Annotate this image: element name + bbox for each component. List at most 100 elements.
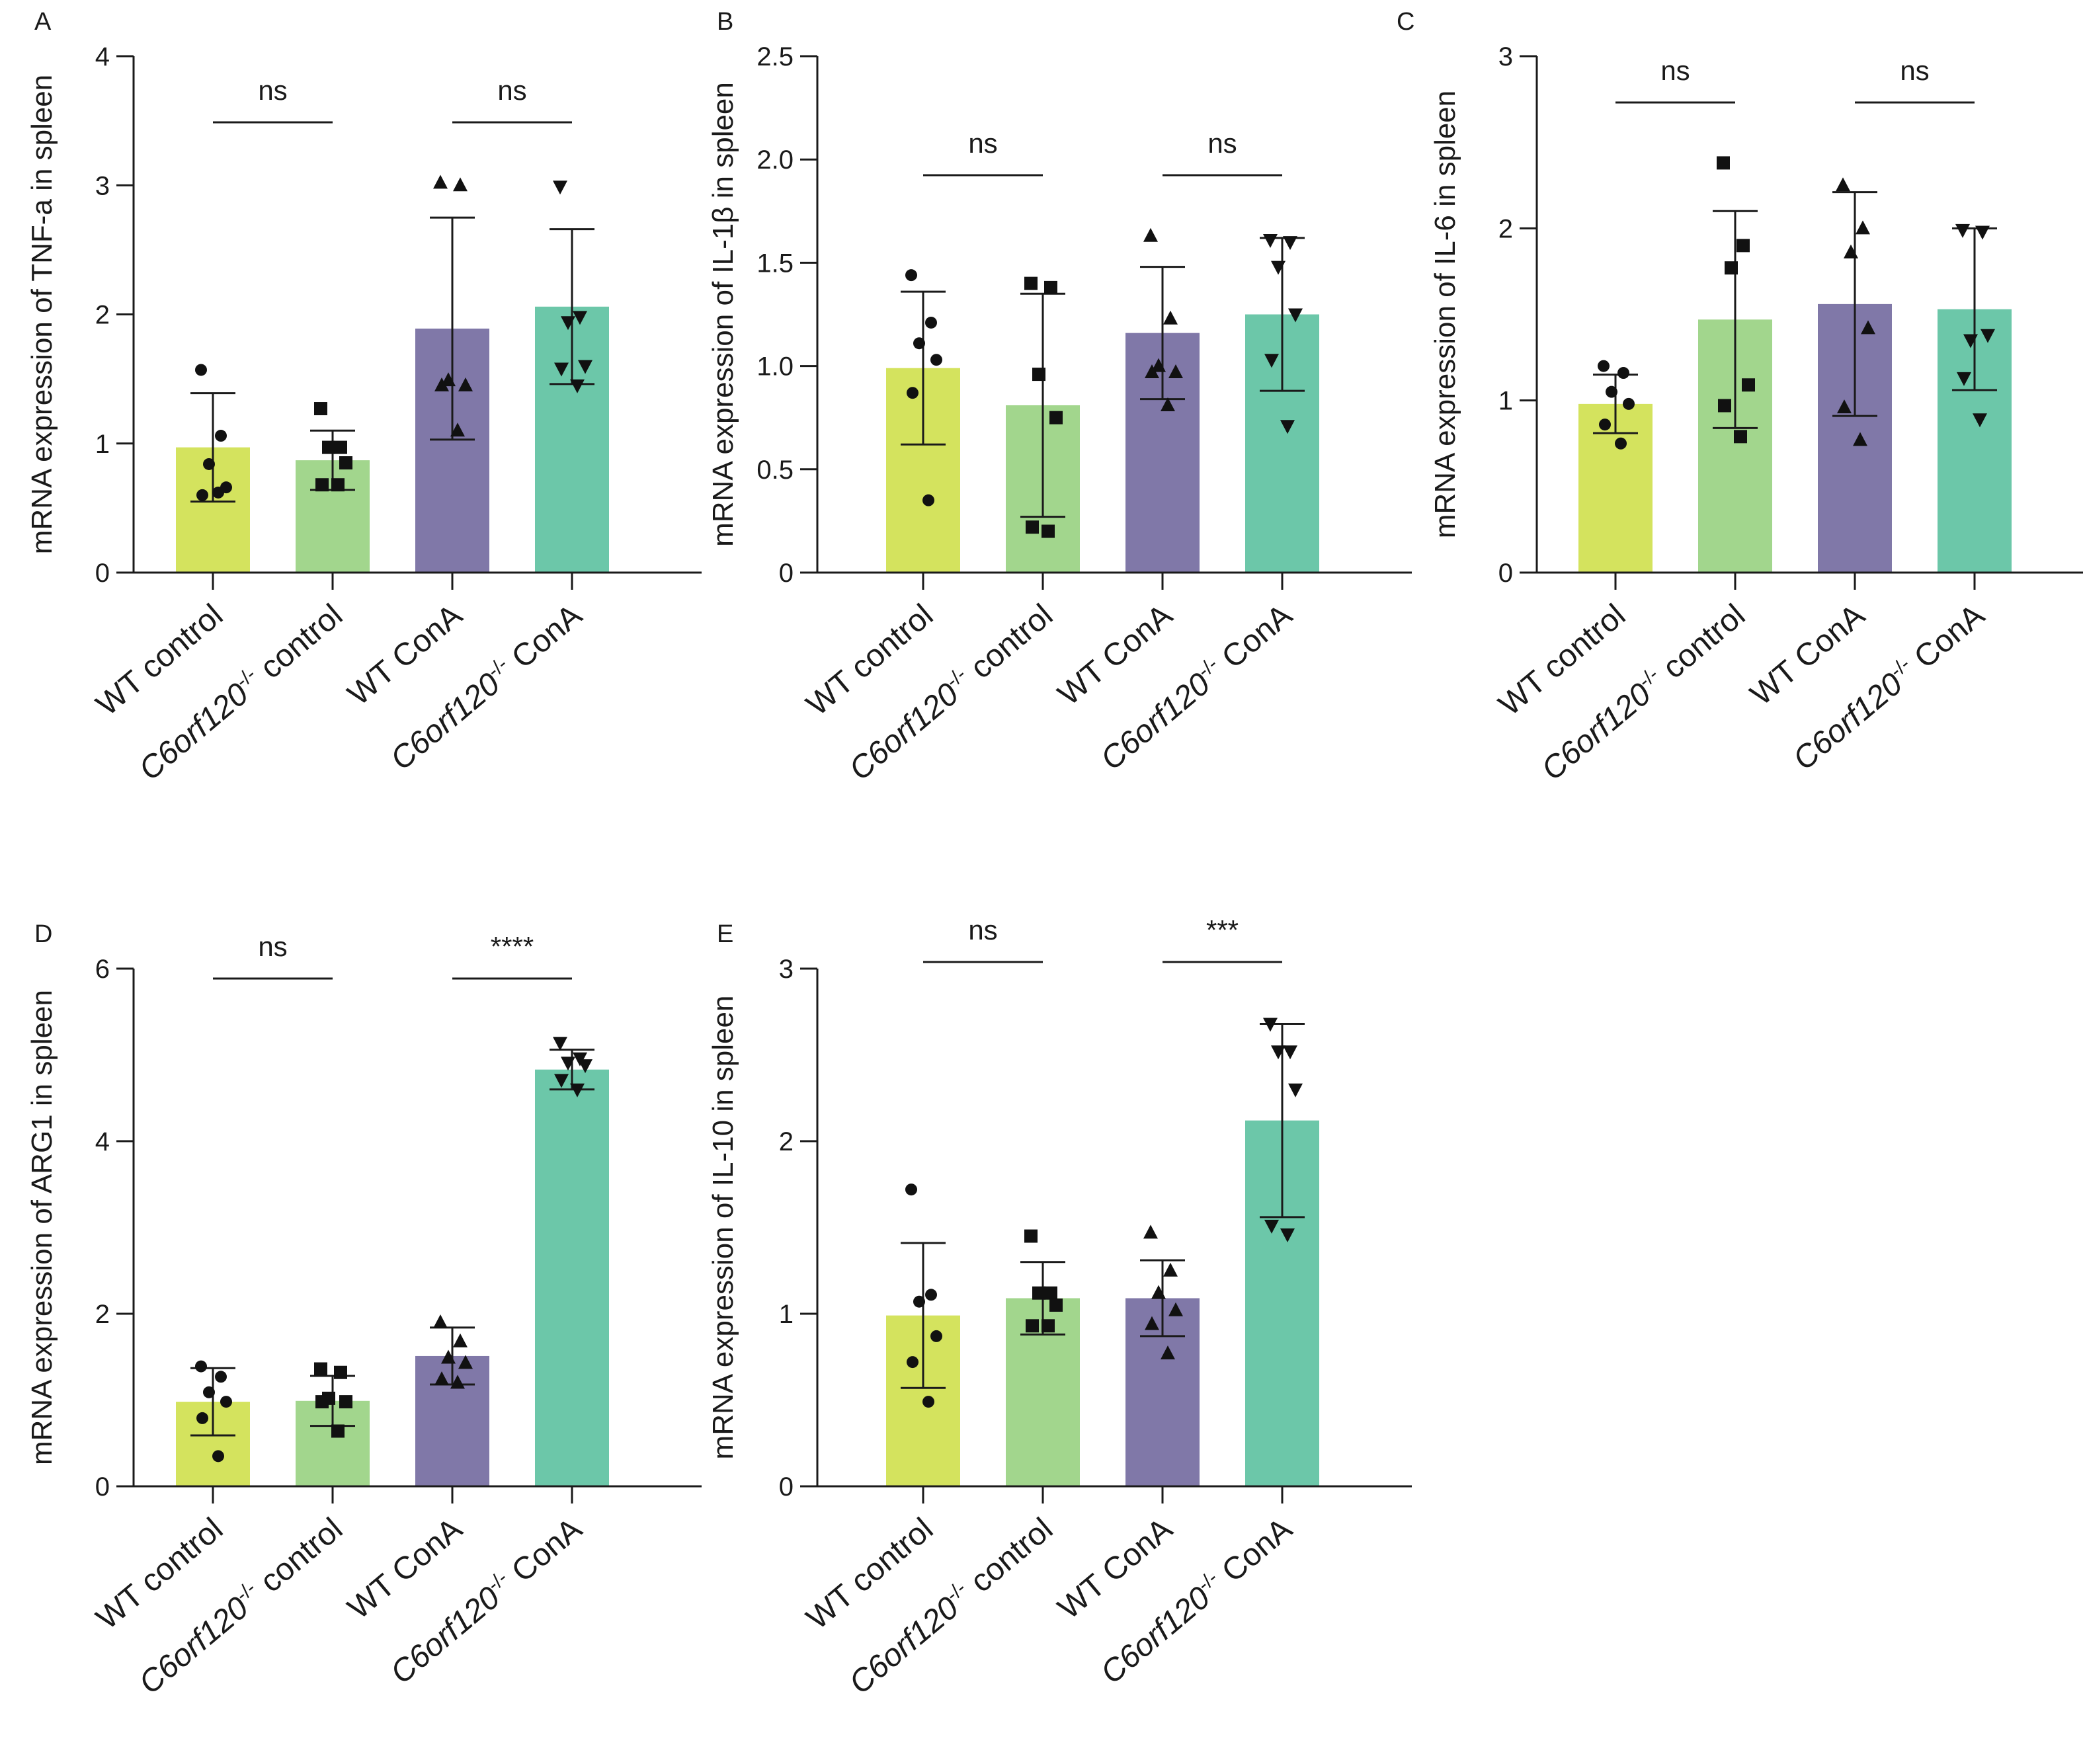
y-axis-title: mRNA expression of IL-1β in spleen xyxy=(707,82,739,547)
data-point-g3-5 xyxy=(1145,364,1159,378)
data-point-g2-2 xyxy=(334,440,347,454)
error-bar-4 xyxy=(550,1049,594,1091)
data-point-g2-5 xyxy=(315,1395,329,1409)
significance-2: **** xyxy=(452,931,572,980)
data-point-g1-6 xyxy=(922,1396,934,1408)
significance-2: ns xyxy=(1855,55,1975,104)
category-label-gene: C6orf120 xyxy=(842,676,965,787)
data-point-g1-6 xyxy=(1615,437,1627,450)
data-point-g3-3 xyxy=(441,372,456,387)
data-point-g4-6 xyxy=(1280,1228,1295,1242)
data-point-g4-3 xyxy=(561,1057,575,1071)
y-tick-label: 1.0 xyxy=(756,352,794,381)
data-point-g3-2 xyxy=(453,177,468,192)
data-point-g1-4 xyxy=(930,1330,942,1342)
data-point-g3-3 xyxy=(1151,1285,1166,1299)
data-point-g1-5 xyxy=(1599,419,1611,431)
category-label-suffix: ConA xyxy=(1901,598,1991,681)
y-tick-label: 1.5 xyxy=(756,249,794,278)
data-point-g1-2 xyxy=(925,316,937,329)
data-point-g3-2 xyxy=(1856,220,1870,235)
data-point-g1-4 xyxy=(930,354,942,366)
significance-label: ns xyxy=(968,128,997,159)
significance-2: ns xyxy=(452,75,572,124)
data-point-g2-1 xyxy=(314,1362,327,1376)
data-point-g2-5 xyxy=(315,478,329,492)
data-point-g1-6 xyxy=(212,486,224,499)
error-bar-3 xyxy=(430,216,475,441)
category-label-2: C6orf120-/- control xyxy=(132,1510,349,1701)
data-point-g1-3 xyxy=(1606,385,1617,398)
panel-letter: B xyxy=(717,8,733,36)
data-point-g2-3 xyxy=(1032,1286,1045,1300)
data-point-g3-1 xyxy=(433,1314,448,1329)
data-point-g3-6 xyxy=(1161,397,1175,411)
data-point-g1-2 xyxy=(215,1371,227,1383)
y-tick-label: 4 xyxy=(95,42,110,71)
category-label-gene: C6orf120 xyxy=(132,1590,255,1701)
data-point-g2-1 xyxy=(1717,156,1730,170)
y-axis-title: mRNA expression of ARG1 in spleen xyxy=(26,990,58,1465)
data-point-g2-2 xyxy=(334,1365,347,1379)
data-point-g4-6 xyxy=(1973,413,1987,428)
data-point-g4-1 xyxy=(1263,1018,1278,1032)
data-point-g2-5 xyxy=(1026,1319,1039,1333)
data-point-g2-6 xyxy=(331,478,345,492)
y-tick-label: 3 xyxy=(779,955,794,984)
y-tick-label: 1 xyxy=(1498,387,1513,416)
data-point-g1-3 xyxy=(203,1386,215,1398)
data-point-g3-2 xyxy=(1163,310,1178,325)
data-point-g4-3 xyxy=(1963,334,1978,348)
data-point-g4-5 xyxy=(1264,1219,1279,1234)
category-label-4: C6orf120-/- ConA xyxy=(1094,596,1299,777)
significance-label: ns xyxy=(968,914,997,945)
data-point-g4-4 xyxy=(1981,329,1995,343)
data-point-g4-4 xyxy=(1288,1083,1303,1098)
data-point-g4-1 xyxy=(1263,234,1278,249)
y-tick-label: 2.0 xyxy=(756,145,794,175)
category-label-2: C6orf120-/- control xyxy=(842,596,1059,787)
y-tick-label: 0 xyxy=(95,1472,110,1502)
data-point-g1-2 xyxy=(925,1289,937,1301)
category-label-2: C6orf120-/- control xyxy=(132,596,349,787)
data-point-g3-3 xyxy=(441,1349,456,1364)
error-bar-1 xyxy=(190,392,235,503)
category-label-gene: C6orf120 xyxy=(384,666,507,778)
category-label-gene: C6orf120 xyxy=(842,1590,965,1701)
significance-1: ns xyxy=(923,914,1043,963)
category-label-gene: C6orf120 xyxy=(384,1580,507,1691)
data-point-g2-3 xyxy=(1032,368,1045,381)
data-point-g2-5 xyxy=(1718,399,1731,413)
data-point-g3-3 xyxy=(1844,244,1858,259)
y-tick-label: 0 xyxy=(779,1472,794,1502)
category-label-4: C6orf120-/- ConA xyxy=(384,596,589,777)
panel-letter: A xyxy=(34,8,52,36)
data-point-g3-1 xyxy=(1143,1224,1158,1239)
y-tick-label: 2.5 xyxy=(756,42,794,71)
data-point-g4-5 xyxy=(1957,372,1971,386)
data-point-g4-4 xyxy=(578,1059,592,1074)
data-point-g2-4 xyxy=(339,456,352,470)
significance-label: ns xyxy=(1660,55,1690,86)
y-tick-label: 0 xyxy=(1498,559,1513,588)
data-point-g3-4 xyxy=(1168,364,1183,378)
error-bar-3 xyxy=(1832,191,1877,417)
significance-1: ns xyxy=(213,75,333,124)
category-label-suffix: control xyxy=(247,598,349,692)
y-tick-label: 4 xyxy=(95,1127,110,1156)
y-axis-title: mRNA expression of IL-6 in spleen xyxy=(1429,91,1461,538)
data-point-g1-3 xyxy=(913,1295,925,1308)
data-point-g4-5 xyxy=(1264,354,1279,368)
data-point-g2-1 xyxy=(1024,276,1038,290)
significance-1: ns xyxy=(213,931,333,980)
data-point-g1-3 xyxy=(913,337,925,350)
y-tick-label: 0.5 xyxy=(756,456,794,485)
data-point-g3-4 xyxy=(458,1355,473,1369)
category-label-4: C6orf120-/- ConA xyxy=(1094,1510,1299,1691)
y-tick-label: 2 xyxy=(1498,214,1513,243)
